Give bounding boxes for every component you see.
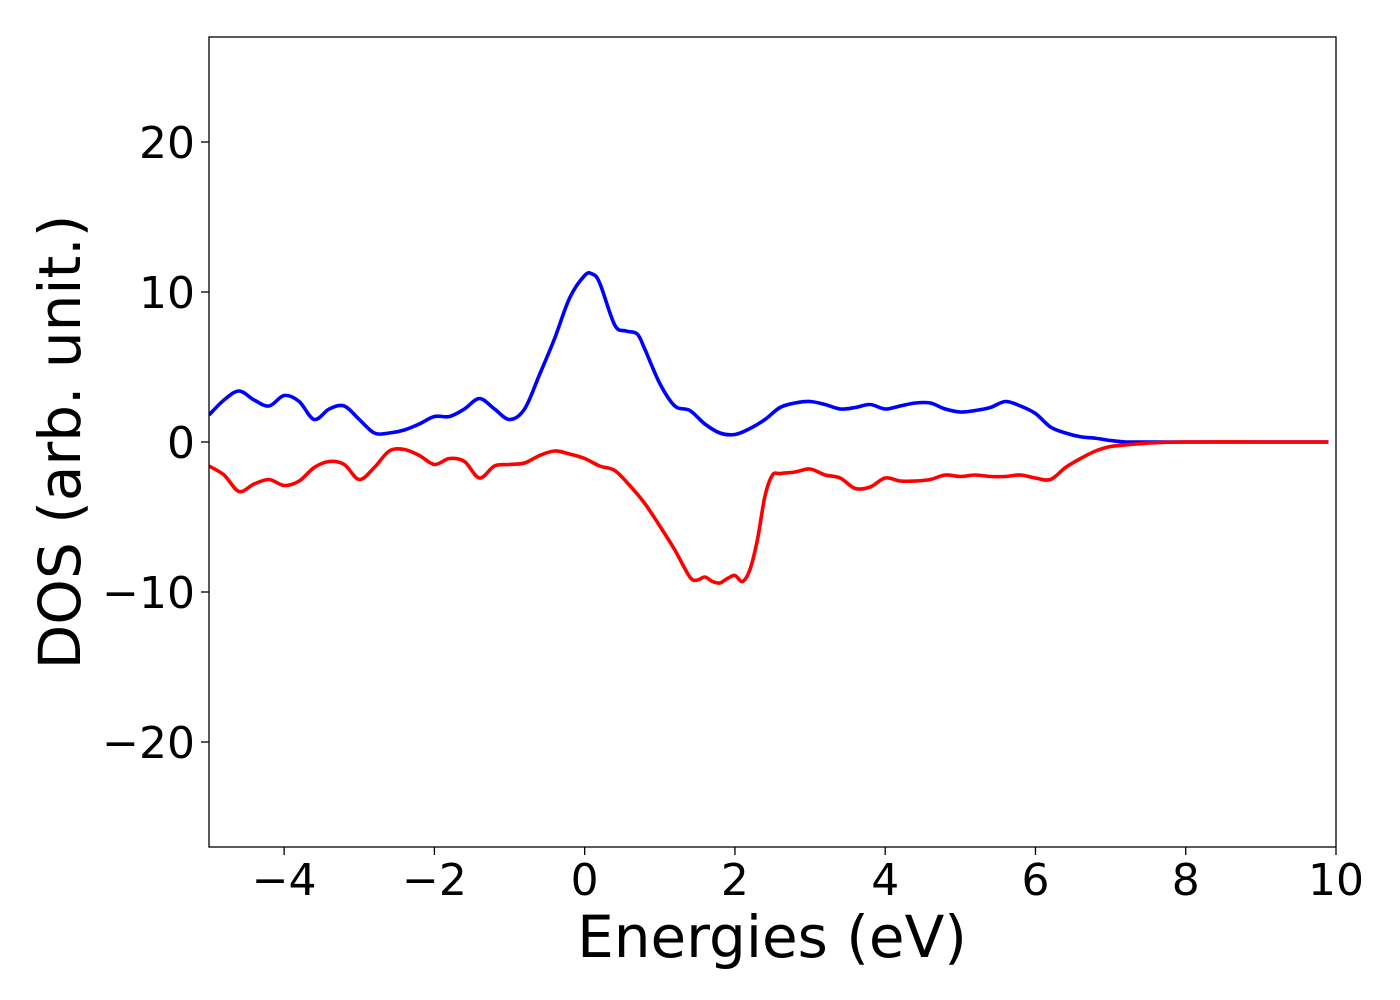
y-tick-label: 20 [139,118,195,169]
series-layer [209,270,1329,585]
y-tick-label: 0 [167,418,195,469]
x-axis-title: Energies (eV) [577,903,967,971]
series-line-red [209,440,1329,585]
y-tick-label: −20 [102,718,195,769]
x-tick-label: 10 [1308,855,1364,906]
x-tick-label: 2 [721,855,749,906]
x-tick-label: 6 [1021,855,1049,906]
y-tick-label: −10 [102,568,195,619]
y-axis-title: DOS (arb. unit.) [26,215,94,670]
series-line-blue [209,270,1329,444]
x-tick-label: 8 [1172,855,1200,906]
y-axis: −20 −10 0 10 20 [102,118,209,769]
x-axis: −4 −2 0 2 4 6 8 10 [252,847,1364,906]
x-tick-label: −4 [252,855,317,906]
x-tick-label: 4 [871,855,899,906]
x-tick-label: 0 [571,855,599,906]
x-tick-label: −2 [402,855,467,906]
y-tick-label: 10 [139,268,195,319]
